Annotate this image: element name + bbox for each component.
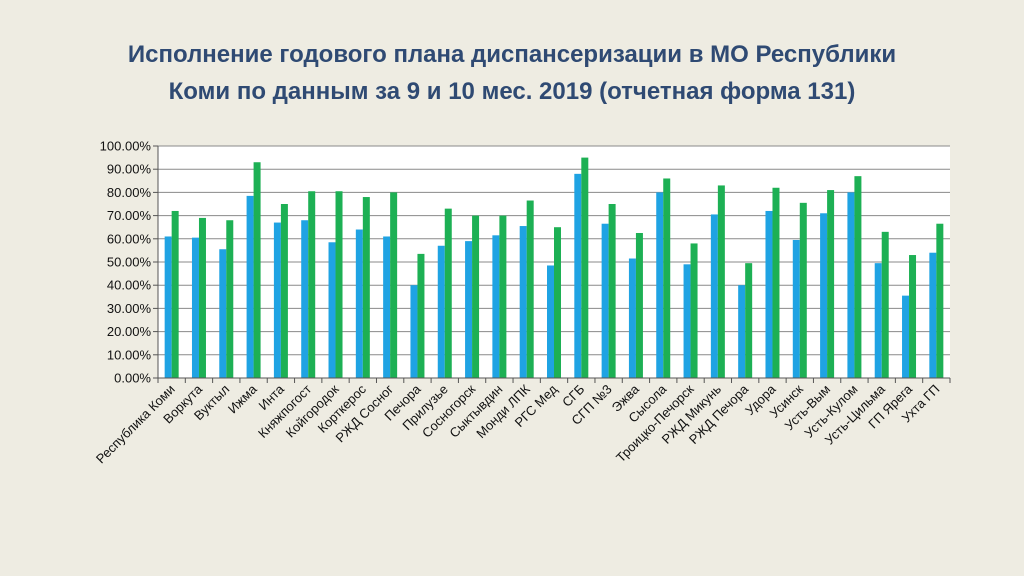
bar-series1-12	[492, 235, 500, 378]
bar-series1-10	[437, 245, 445, 378]
bar-series2-9	[417, 253, 425, 378]
bar-series1-16	[601, 223, 609, 378]
bar-series1-15	[574, 173, 582, 378]
bar-series2-22	[772, 187, 780, 378]
bar-series1-2	[219, 249, 227, 378]
bar-series1-26	[874, 263, 882, 378]
bar-series1-8	[383, 236, 391, 378]
bar-series2-16	[608, 204, 616, 378]
y-tick-label: 60.00%	[107, 231, 152, 246]
bar-series2-15	[581, 157, 589, 378]
bar-series2-28	[936, 223, 944, 378]
y-tick-label: 0.00%	[114, 371, 151, 386]
bar-series2-5	[308, 191, 316, 378]
y-tick-label: 50.00%	[107, 255, 152, 270]
bar-series1-6	[328, 242, 336, 378]
bar-series2-10	[444, 208, 452, 378]
slide-title: Исполнение годового плана диспансеризаци…	[40, 36, 984, 110]
bar-series2-6	[335, 191, 343, 378]
y-tick-label: 30.00%	[107, 301, 152, 316]
bar-series2-3	[253, 162, 261, 378]
y-tick-label: 80.00%	[107, 185, 152, 200]
bar-series1-1	[191, 237, 199, 378]
bar-series1-5	[301, 220, 309, 378]
bar-series2-17	[635, 233, 643, 378]
bar-series1-11	[465, 241, 473, 378]
bar-series2-18	[663, 178, 671, 378]
bar-series2-7	[362, 197, 370, 378]
title-line-2: Коми по данным за 9 и 10 мес. 2019 (отче…	[168, 78, 856, 105]
bar-series1-18	[656, 192, 664, 378]
bar-series2-1	[198, 217, 206, 378]
bar-series1-25	[847, 192, 855, 378]
bar-series1-20	[710, 214, 718, 378]
bar-series2-27	[909, 255, 917, 378]
y-tick-label: 70.00%	[107, 208, 152, 223]
bar-series1-9	[410, 285, 418, 378]
x-category-label: Республика Коми	[93, 382, 178, 467]
bar-series1-13	[519, 226, 527, 378]
y-tick-label: 10.00%	[107, 347, 152, 362]
bar-series1-23	[792, 239, 800, 378]
bar-series2-14	[554, 227, 561, 378]
bar-series1-14	[547, 265, 554, 378]
bar-series2-2	[226, 220, 234, 378]
y-tick-label: 40.00%	[107, 278, 152, 293]
bar-series1-0	[164, 236, 172, 378]
bar-series2-0	[171, 210, 179, 378]
bar-series1-21	[738, 285, 746, 378]
bar-series2-21	[745, 263, 753, 378]
bar-series1-19	[683, 264, 691, 378]
bar-series1-7	[355, 229, 363, 378]
bar-series2-25	[854, 176, 862, 378]
bar-series2-19	[690, 243, 698, 378]
x-category-label: Ижма	[225, 381, 260, 416]
title-line-1: Исполнение годового плана диспансеризаци…	[127, 41, 897, 68]
bar-series2-8	[390, 192, 398, 378]
bar-series1-27	[902, 295, 910, 378]
bar-series1-17	[628, 258, 636, 378]
bar-series2-26	[881, 231, 889, 378]
y-tick-label: 100.00%	[100, 139, 152, 154]
bar-series1-28	[929, 252, 937, 378]
bar-series2-4	[280, 204, 288, 378]
y-tick-label: 20.00%	[107, 324, 152, 339]
bar-series2-20	[717, 185, 725, 378]
bar-series1-3	[246, 195, 254, 378]
bar-series2-13	[526, 200, 534, 378]
y-tick-label: 90.00%	[107, 162, 152, 177]
bar-series2-12	[499, 215, 507, 378]
bar-series1-24	[820, 213, 828, 378]
bar-series1-22	[765, 210, 773, 378]
bar-series2-23	[799, 202, 807, 378]
bar-series2-11	[472, 215, 480, 378]
bar-series1-4	[273, 222, 281, 378]
bar-series2-24	[827, 190, 835, 378]
